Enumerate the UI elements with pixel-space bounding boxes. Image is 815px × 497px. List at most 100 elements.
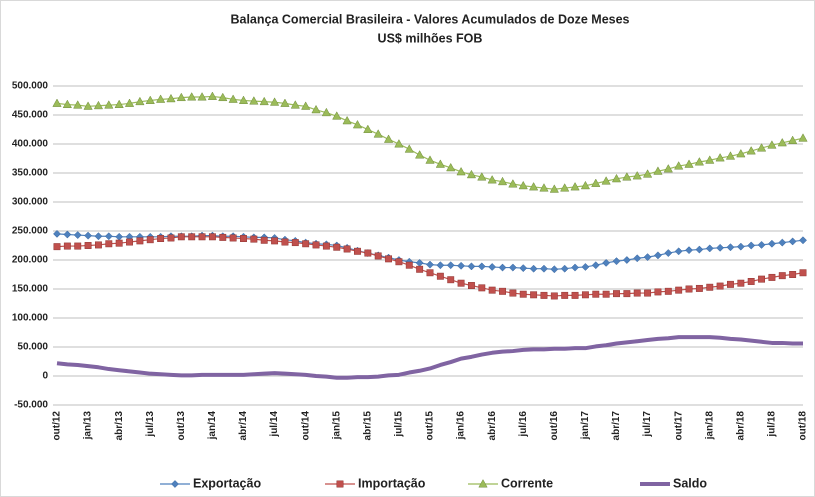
marker	[260, 236, 268, 244]
marker	[311, 104, 321, 114]
legend: Saldo	[673, 476, 707, 490]
legend-marker	[478, 479, 488, 488]
legend-marker	[171, 480, 179, 488]
marker	[321, 107, 332, 117]
marker	[74, 242, 82, 250]
y-tick-label: 100.000	[12, 313, 49, 324]
x-tick-label: jul/16	[518, 411, 529, 438]
marker	[250, 235, 258, 243]
marker	[789, 271, 797, 278]
marker	[530, 291, 538, 299]
marker	[633, 254, 642, 263]
marker	[705, 244, 714, 253]
marker	[394, 139, 404, 148]
marker	[706, 283, 714, 291]
marker	[73, 231, 82, 240]
marker	[436, 272, 444, 280]
marker	[478, 284, 486, 292]
marker	[539, 183, 549, 192]
marker	[157, 235, 165, 242]
marker	[73, 100, 83, 109]
marker	[716, 243, 725, 252]
marker	[176, 92, 186, 102]
marker	[622, 172, 632, 181]
y-tick-label: 250.000	[12, 226, 49, 237]
x-tick-label: abr/14	[238, 411, 249, 441]
marker	[488, 263, 497, 271]
marker	[166, 93, 176, 103]
marker	[705, 155, 715, 164]
marker	[508, 263, 517, 272]
marker	[52, 98, 62, 107]
x-tick-label: out/17	[673, 411, 684, 441]
marker	[550, 292, 558, 300]
marker	[694, 157, 705, 166]
marker	[146, 236, 154, 244]
marker	[487, 175, 497, 184]
marker	[695, 245, 704, 254]
marker	[592, 290, 600, 298]
marker	[63, 230, 72, 239]
y-tick-label: 350.000	[12, 168, 49, 179]
x-tick-label: jul/14	[269, 411, 280, 438]
marker	[126, 238, 133, 246]
marker	[560, 183, 570, 192]
marker	[207, 91, 218, 100]
marker	[259, 96, 269, 106]
marker	[663, 164, 673, 173]
x-tick-label: out/12	[52, 411, 63, 441]
marker	[228, 94, 238, 103]
marker	[737, 279, 745, 287]
marker	[104, 232, 113, 241]
marker	[675, 286, 683, 294]
marker	[727, 280, 734, 288]
marker	[499, 287, 506, 295]
marker	[301, 101, 311, 110]
y-tick-label: 200.000	[12, 255, 49, 266]
marker	[798, 133, 808, 142]
x-tick-label: out/13	[176, 411, 187, 441]
marker	[198, 233, 206, 241]
y-tick-label: 150.000	[12, 284, 49, 295]
marker	[229, 234, 237, 242]
marker	[352, 119, 363, 129]
marker	[219, 233, 227, 241]
marker	[457, 279, 465, 287]
marker	[373, 129, 383, 138]
marker	[240, 235, 247, 242]
x-tick-label: jul/13	[145, 411, 156, 438]
marker	[602, 258, 611, 267]
marker	[436, 261, 445, 270]
marker	[736, 242, 745, 251]
y-tick-label: 450.000	[12, 110, 49, 121]
x-tick-label: jul/17	[642, 411, 653, 438]
marker	[354, 247, 361, 255]
x-tick-label: abr/17	[611, 411, 622, 441]
marker	[104, 100, 114, 109]
marker	[581, 263, 590, 271]
marker	[155, 94, 166, 103]
marker	[333, 243, 341, 251]
marker	[426, 269, 434, 277]
marker	[643, 253, 652, 262]
marker	[249, 96, 259, 105]
marker	[447, 276, 455, 284]
marker	[768, 273, 776, 281]
marker	[83, 101, 93, 110]
marker	[269, 97, 280, 106]
marker	[777, 137, 787, 147]
marker	[477, 172, 487, 181]
marker	[94, 241, 102, 249]
x-tick-label: out/15	[425, 411, 436, 441]
marker	[416, 265, 424, 273]
marker	[560, 264, 569, 273]
marker	[435, 159, 445, 168]
marker	[271, 237, 279, 245]
marker	[685, 285, 693, 293]
marker	[208, 233, 216, 241]
marker	[509, 289, 517, 297]
marker	[685, 246, 693, 255]
y-tick-label: -50.000	[14, 400, 48, 411]
legend-marker	[336, 480, 344, 488]
x-tick-label: out/14	[300, 411, 311, 441]
